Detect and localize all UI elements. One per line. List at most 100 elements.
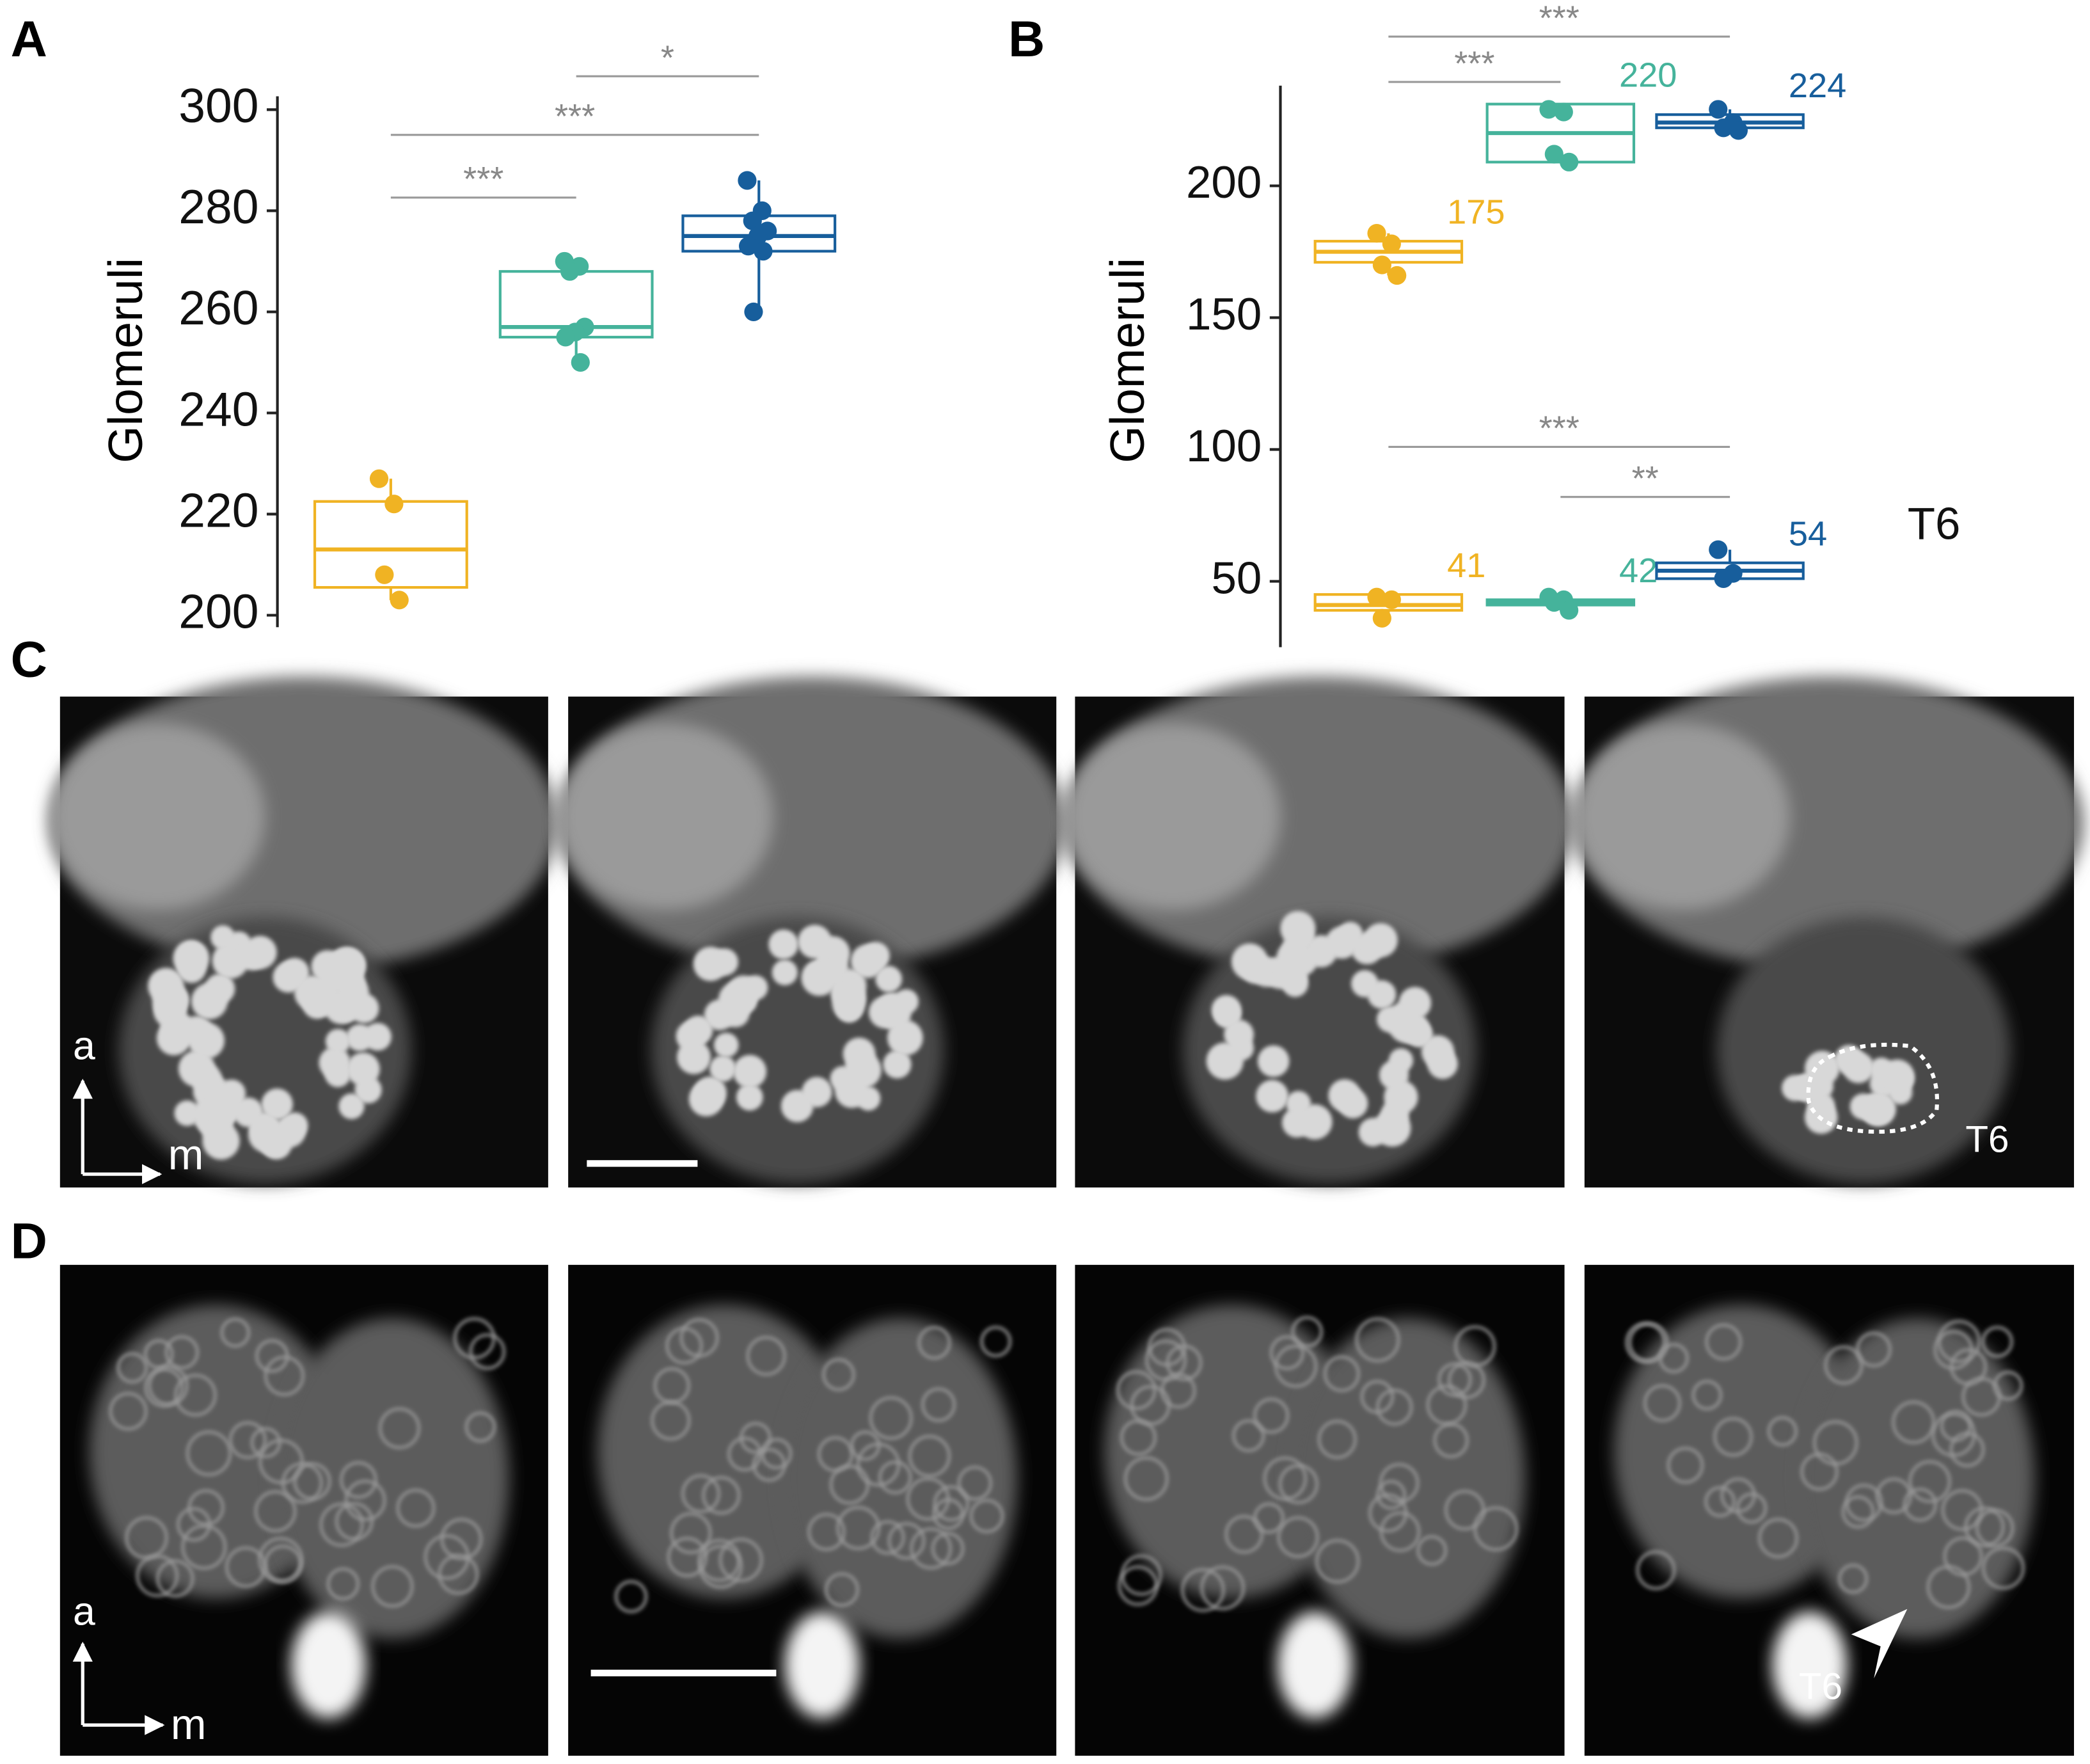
glomerulus	[1865, 1097, 1892, 1124]
glomerulus	[1869, 1057, 1894, 1082]
glomerulus	[320, 964, 349, 994]
glomerulus	[1328, 1079, 1361, 1112]
point	[1544, 145, 1564, 164]
lobe	[274, 1318, 509, 1639]
y-tick-label: 260	[178, 281, 258, 335]
glomerulus	[156, 1559, 194, 1598]
micrographs	[50, 676, 2084, 1756]
glomerulus	[969, 1498, 1004, 1533]
glomerulus	[1841, 1495, 1874, 1529]
glomerulus	[1145, 1340, 1187, 1381]
glomerulus	[340, 1461, 377, 1498]
value-label: 220	[1619, 56, 1677, 94]
glomerulus	[1908, 1460, 1951, 1503]
glomerulus	[957, 1466, 992, 1500]
glomerulus	[693, 946, 728, 981]
glomerulus	[1242, 957, 1269, 984]
glomerulus	[264, 1545, 303, 1584]
point	[1367, 587, 1386, 607]
point	[1709, 100, 1728, 119]
point	[571, 353, 590, 372]
glomerulus	[229, 1421, 267, 1459]
glomerulus	[1317, 1420, 1357, 1459]
glomerulus	[910, 1527, 952, 1569]
glomerulus	[1888, 1080, 1913, 1105]
glomerulus	[761, 1438, 792, 1470]
glomerulus	[677, 1040, 711, 1074]
glomerulus	[1379, 1463, 1420, 1503]
glomerulus	[772, 959, 798, 985]
glomerulus	[1643, 1384, 1681, 1422]
glomerulus	[713, 1032, 739, 1058]
point	[1560, 601, 1579, 620]
glomerulus	[464, 1411, 496, 1443]
glomerulus	[1257, 1045, 1290, 1077]
point	[1382, 590, 1401, 609]
glomerulus	[208, 1088, 243, 1124]
glomerulus	[1286, 945, 1318, 976]
glomerulus	[1876, 1477, 1912, 1514]
bright-spot	[784, 1611, 860, 1719]
glomerulus	[887, 1020, 923, 1056]
glomerulus	[719, 1538, 763, 1582]
bright-spot	[1277, 1611, 1352, 1719]
y-tick-label: 200	[178, 584, 258, 638]
glomerulus	[173, 940, 210, 977]
glomerulus	[1941, 1489, 1983, 1531]
glomerulus	[933, 1485, 969, 1522]
glomerulus	[1636, 1550, 1676, 1590]
y-tick-label: 240	[178, 382, 258, 436]
value-label: 175	[1447, 193, 1505, 232]
glomerulus	[1376, 1006, 1404, 1033]
glomerulus	[699, 1545, 743, 1589]
glomerulus	[667, 1537, 708, 1577]
glomerulus	[681, 1474, 720, 1513]
glomerulus	[264, 1356, 305, 1396]
panel-label: D	[11, 1212, 47, 1269]
glomerulus	[1230, 1036, 1254, 1061]
y-tick-label: 220	[178, 483, 258, 537]
glomerulus	[1297, 1104, 1333, 1140]
glomerulus	[1704, 1486, 1736, 1518]
glomerulus	[727, 1436, 762, 1472]
glomerulus	[1813, 1420, 1858, 1466]
glomerulus	[258, 1439, 304, 1484]
point	[738, 171, 757, 190]
glomerulus	[1982, 1546, 2025, 1589]
glomerulus	[740, 1422, 772, 1454]
y-axis-label: Glomeruli	[1100, 258, 1154, 463]
point	[1367, 224, 1386, 243]
glomerulus	[255, 1339, 289, 1373]
glomerulus	[191, 983, 228, 1020]
glomerulus	[653, 1367, 690, 1404]
glomerulus	[933, 1498, 964, 1530]
glomerulus	[1445, 1490, 1485, 1530]
glomerulus	[1124, 1456, 1169, 1501]
glomerulus	[1224, 1515, 1263, 1553]
glomerulus	[1181, 1568, 1225, 1612]
glomerulus	[1270, 1335, 1304, 1370]
glomerulus	[1379, 1060, 1409, 1090]
glomerulus	[1291, 1316, 1323, 1348]
y-tick-label: 100	[1186, 421, 1262, 472]
y-axis-label: Glomeruli	[99, 258, 152, 463]
glomerulus	[1433, 1422, 1469, 1458]
glomerulus	[1842, 1052, 1874, 1083]
glomerulus	[688, 1081, 724, 1116]
panel-label: C	[11, 631, 47, 688]
glomerulus	[1376, 1388, 1413, 1426]
glomerulus	[1263, 1456, 1307, 1500]
glomerulus	[248, 1116, 285, 1153]
significance-label: ***	[463, 160, 503, 198]
glomerulus	[379, 1407, 420, 1449]
glomerulus	[1943, 1536, 1983, 1577]
glomerulus	[335, 1502, 374, 1541]
glomerulus	[1736, 1493, 1767, 1524]
glomerulus	[1211, 995, 1242, 1025]
glomerulus	[188, 1022, 225, 1059]
glomerulus	[345, 1479, 386, 1522]
point	[375, 565, 394, 584]
glomerulus	[1368, 1493, 1407, 1532]
glomerulus	[1892, 1401, 1935, 1444]
glomerulus	[396, 1488, 435, 1528]
